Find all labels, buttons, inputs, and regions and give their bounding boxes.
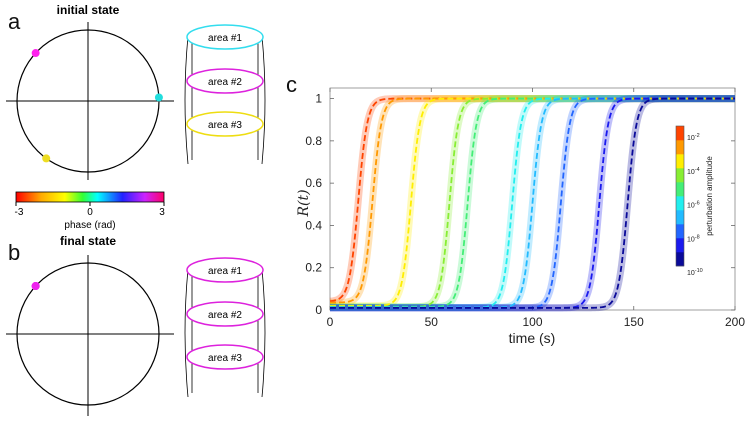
phase-tick-zero: 0 [87, 207, 93, 218]
colorbar-tick-label: 10-2 [687, 133, 700, 142]
ring-area-1-final [186, 257, 264, 283]
y-axis-label: R(t) [296, 189, 312, 217]
phase-colorbar: -3 0 3 phase (rad) [15, 191, 165, 231]
x-axis-label: time (s) [509, 330, 556, 346]
colorbar-segment [676, 126, 684, 141]
colorbar-label: perturbation amplitude [705, 156, 714, 236]
oscillator-dots-initial [31, 49, 163, 163]
panel-b-title: final state [60, 234, 116, 248]
y-tick-label: 0.4 [305, 218, 322, 232]
x-tick-label: 0 [327, 315, 334, 329]
colorbar-tick-exponent: -4 [695, 167, 700, 173]
series-line [330, 97, 735, 309]
oscillator-dots-final [31, 282, 40, 291]
oscillator-dot [31, 282, 40, 291]
phase-circle-initial [6, 22, 174, 180]
chart-ticks: 0 50 100 150 200 0 0.2 0.4 0.6 0.8 1 [305, 88, 745, 329]
colorbar-frame [675, 125, 685, 267]
oscillator-dot [31, 49, 40, 58]
colorbar-segment [676, 224, 684, 239]
series-line [330, 97, 735, 309]
oscillator-dot [42, 154, 51, 163]
ring-area-2-initial [186, 68, 264, 94]
colorbar-tick-label: 10-6 [687, 201, 700, 210]
perturbation-colorbar: 10-2 10-4 10-6 10-8 10-10 perturbation amplit… [675, 125, 714, 277]
cylinder-final: area #1 area #2 area #3 [184, 257, 266, 398]
colorbar-segment [676, 168, 684, 183]
panel-a-letter: a [8, 9, 21, 34]
oscillator-dot [154, 93, 163, 102]
ring-area-2-final [186, 301, 264, 327]
ring-area-3-final [186, 344, 264, 370]
ring-area-3-initial [186, 111, 264, 137]
colorbar-tick-exponent: -8 [695, 234, 700, 240]
y-tick-label: 1 [315, 92, 322, 106]
panel-a-title: initial state [57, 3, 120, 17]
colorbar-segment [676, 238, 684, 253]
y-tick-label: 0.2 [305, 261, 322, 275]
colorbar-tick-label: 10-10 [687, 268, 703, 277]
colorbar-segment [676, 252, 684, 267]
phase-colorbar-label: phase (rad) [64, 220, 115, 231]
area-1-label-final: area #1 [208, 266, 242, 277]
y-tick-label: 0 [315, 303, 322, 317]
panel-c: c 0 50 100 150 200 0 0.2 0.4 0.6 0.8 1 time (s) R(… [286, 72, 745, 346]
panel-b-letter: b [8, 240, 20, 265]
phase-tick-max: 3 [159, 207, 165, 218]
area-3-label-initial: area #3 [208, 120, 242, 131]
colorbar-segment [676, 210, 684, 225]
phase-colorbar-gradient [15, 191, 165, 203]
area-1-label-initial: area #1 [208, 33, 242, 44]
area-2-label-initial: area #2 [208, 77, 242, 88]
phase-circle-final [6, 255, 174, 416]
colorbar-segment [676, 196, 684, 211]
colorbar-tick-exponent: -2 [695, 133, 700, 139]
cylinder-initial: area #1 area #2 area #3 [184, 24, 266, 165]
colorbar-tick-exponent: -10 [695, 268, 703, 274]
phase-tick-min: -3 [15, 207, 24, 218]
panel-b: b final state area #1 area #2 area #3 [6, 234, 266, 416]
area-3-label-final: area #3 [208, 353, 242, 364]
x-tick-label: 50 [425, 315, 439, 329]
y-tick-label: 0.8 [305, 134, 322, 148]
colorbar-tick-label: 10-4 [687, 167, 700, 176]
chart-curves [327, 95, 738, 312]
x-tick-label: 150 [624, 315, 644, 329]
colorbar-segment [676, 182, 684, 197]
panel-c-letter: c [286, 72, 297, 97]
y-tick-label: 0.6 [305, 176, 322, 190]
colorbar-segment [676, 154, 684, 169]
colorbar-tick-exponent: -6 [695, 201, 700, 207]
colorbar-segment [676, 140, 684, 155]
x-tick-label: 100 [522, 315, 542, 329]
ring-area-1-initial [186, 24, 264, 50]
x-tick-label: 200 [725, 315, 745, 329]
panel-a: a initial state area #1 area #2 area #3 … [6, 3, 266, 231]
colorbar-tick-label: 10-8 [687, 234, 700, 243]
area-2-label-final: area #2 [208, 310, 242, 321]
